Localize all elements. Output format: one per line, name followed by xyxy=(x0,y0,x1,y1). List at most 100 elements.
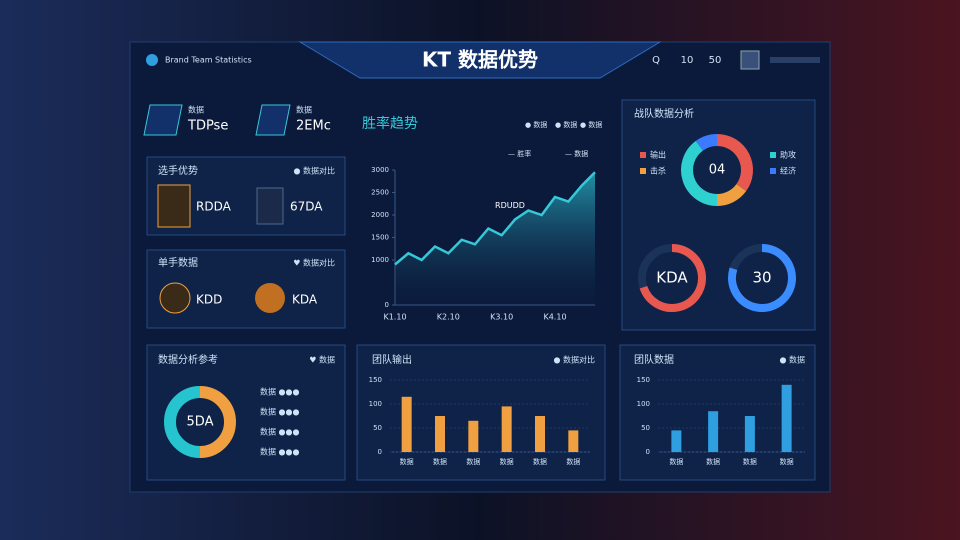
legend: ● 数据对比 xyxy=(553,355,595,365)
search-button[interactable]: Q xyxy=(652,55,660,66)
y-tick-label: 3000 xyxy=(371,166,389,174)
panel-title: 单手数据 xyxy=(158,256,198,269)
legend: — 胜率 xyxy=(508,149,531,158)
title-plate xyxy=(298,41,662,79)
legend-label: 数据 ●●● xyxy=(260,427,300,437)
bar xyxy=(501,406,512,452)
stat-value: TDPse xyxy=(187,119,228,134)
bar xyxy=(568,430,579,452)
panel-title: 战队数据分析 xyxy=(634,107,694,120)
gauge-value xyxy=(639,244,706,312)
donut-center: 5DA xyxy=(187,415,214,430)
gauge-value xyxy=(728,244,796,312)
legend: ● 数据 xyxy=(580,120,602,129)
bar xyxy=(535,416,545,452)
legend: ● 数据对比 xyxy=(293,166,335,176)
settings-button[interactable]: 50 xyxy=(709,55,722,66)
x-tick-label: 数据 xyxy=(780,457,794,466)
y-tick-label: 1500 xyxy=(371,234,389,242)
annotation: RDUDD xyxy=(495,201,525,210)
card-value: KDA xyxy=(292,293,318,307)
card-value: 67DA xyxy=(290,200,323,214)
bar xyxy=(435,416,445,452)
legend-label: 输出 xyxy=(650,150,666,160)
player-card[interactable] xyxy=(256,187,284,225)
x-tick-label: 数据 xyxy=(433,457,447,466)
donut-segment xyxy=(199,386,236,458)
brand-icon xyxy=(146,54,158,66)
panel xyxy=(146,156,346,236)
card-value: RDDA xyxy=(196,200,232,214)
stat-icon xyxy=(143,104,183,136)
x-tick-label: 数据 xyxy=(706,457,720,466)
y-tick-label: 100 xyxy=(369,400,382,408)
bar xyxy=(468,420,479,452)
legend-label: 数据 ●●● xyxy=(260,387,300,397)
y-tick-label: 0 xyxy=(646,448,650,456)
donut-segment xyxy=(695,134,718,151)
legend-label: 经济 xyxy=(780,166,796,176)
legend: ● 数据 xyxy=(779,355,805,365)
legend: ♥ 数据对比 xyxy=(293,258,335,268)
bar xyxy=(708,411,719,452)
bar xyxy=(781,384,792,452)
legend: ♥ 数据 xyxy=(309,355,335,365)
panel-title: 团队数据 xyxy=(634,353,674,366)
stat-label: 数据 xyxy=(296,105,312,115)
y-tick-label: 50 xyxy=(641,424,650,432)
line-area xyxy=(395,172,595,305)
panel xyxy=(356,344,606,481)
avatar[interactable] xyxy=(740,50,760,70)
title: KT 数据优势 xyxy=(422,48,538,72)
stat-value: 2EMc xyxy=(296,119,331,134)
x-tick-label: 数据 xyxy=(533,457,547,466)
y-tick-label: 150 xyxy=(637,376,650,384)
legend-label: 数据 ●●● xyxy=(260,407,300,417)
legend: ● 数据 xyxy=(555,120,577,129)
x-tick-label: 数据 xyxy=(466,457,480,466)
user-menu[interactable] xyxy=(770,57,820,63)
x-tick-label: 数据 xyxy=(743,457,757,466)
x-tick-label: K2.10 xyxy=(437,313,460,322)
x-tick-label: 数据 xyxy=(400,457,414,466)
y-tick-label: 2500 xyxy=(371,189,389,197)
y-tick-label: 50 xyxy=(373,424,382,432)
chart-title: 胜率趋势 xyxy=(362,115,418,132)
y-tick-label: 0 xyxy=(378,448,382,456)
panel-title: 团队输出 xyxy=(372,353,412,366)
donut-segment xyxy=(716,134,753,192)
legend-swatch xyxy=(770,168,776,174)
y-tick-label: 100 xyxy=(637,400,650,408)
stat-icon xyxy=(255,104,291,136)
player-card[interactable] xyxy=(157,184,191,228)
donut-center: 04 xyxy=(709,163,726,178)
notify-button[interactable]: 10 xyxy=(681,55,694,66)
donut-segment xyxy=(716,183,747,206)
legend-label: 击杀 xyxy=(650,166,666,176)
line xyxy=(394,171,596,266)
x-tick-label: K4.10 xyxy=(543,313,566,322)
bar xyxy=(744,416,755,452)
bar xyxy=(401,396,412,452)
x-tick-label: 数据 xyxy=(500,457,514,466)
gauge-center: 30 xyxy=(752,269,771,287)
card-value: KDD xyxy=(196,293,222,307)
legend: ● 数据 xyxy=(525,120,547,129)
y-tick-label: 2000 xyxy=(371,211,389,219)
legend-label: 数据 ●●● xyxy=(260,447,300,457)
y-tick-label: 0 xyxy=(385,301,389,309)
legend: — 数据 xyxy=(565,149,588,158)
legend-swatch xyxy=(770,152,776,158)
hero-icon[interactable] xyxy=(255,283,285,313)
hero-icon[interactable] xyxy=(159,282,191,314)
panel xyxy=(146,344,346,481)
panel-title: 选手优势 xyxy=(158,164,198,177)
x-tick-label: 数据 xyxy=(669,457,683,466)
stat-label: 数据 xyxy=(188,105,204,115)
x-tick-label: K3.10 xyxy=(490,313,513,322)
x-tick-label: 数据 xyxy=(566,457,580,466)
y-tick-label: 1000 xyxy=(371,256,389,264)
donut-segment xyxy=(681,140,718,206)
